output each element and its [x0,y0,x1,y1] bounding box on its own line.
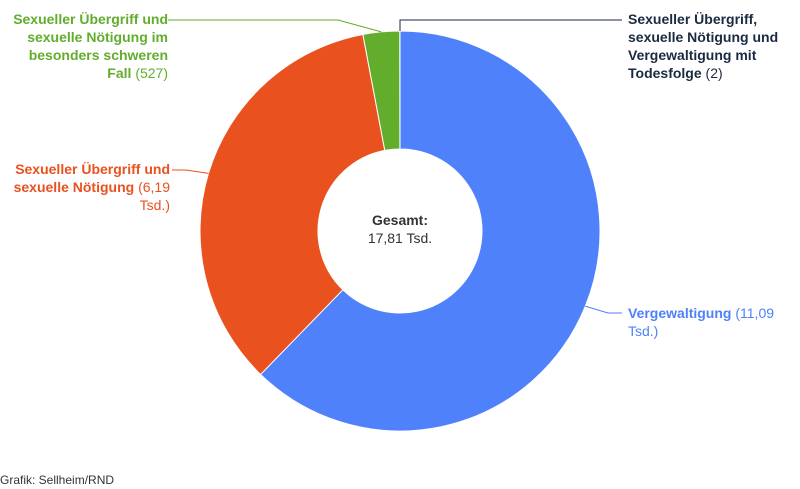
slice-name: Sexueller Übergriff und sexuelle Nötigun… [13,161,170,195]
leader-line [172,169,209,174]
slice-label-schwerer-fall: Sexueller Übergriff und sexuelle Nötigun… [10,10,168,82]
footer-credit: Grafik: Sellheim/RND [0,473,115,487]
leader-line [585,305,622,314]
slice-name: Sexueller Übergriff und sexuelle Nötigun… [13,11,168,81]
leader-line [168,19,382,33]
total-label: Gesamt: [371,212,429,228]
slice-label-vergewaltigung: Vergewaltigung (11,09 Tsd.) [628,304,788,340]
slice-value: (6,19 Tsd.) [138,179,170,213]
slice-label-todesfolge: Sexueller Übergriff, sexuelle Nötigung u… [628,10,788,82]
slice-value: (2) [705,65,723,81]
slice-name: Vergewaltigung [628,305,732,321]
donut-slice [199,33,386,376]
slice-label-uebergriff: Sexueller Übergriff und sexuelle Nötigun… [10,160,170,214]
slice-value: (11,09 Tsd.) [628,305,775,339]
total-value: 17,81 Tsd. [367,230,433,246]
slice-value: (527) [135,65,168,81]
donut-slice [259,30,601,432]
leader-line [399,19,622,31]
slice-name: Sexueller Übergriff, sexuelle Nötigung u… [628,11,779,81]
donut-center-total: Gesamt: 17,81 Tsd. [300,211,500,247]
